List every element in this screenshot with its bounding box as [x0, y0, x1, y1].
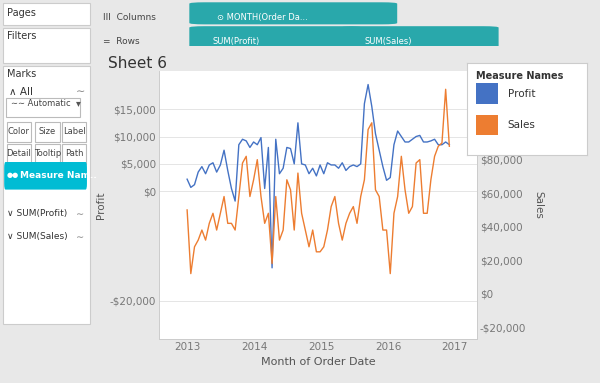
Text: Detail: Detail: [6, 149, 31, 159]
Text: ●●: ●●: [7, 172, 19, 178]
FancyBboxPatch shape: [35, 144, 59, 164]
Text: III  Columns: III Columns: [103, 13, 156, 22]
FancyBboxPatch shape: [4, 162, 87, 190]
FancyBboxPatch shape: [62, 122, 86, 142]
Text: Tooltip: Tooltip: [34, 149, 61, 159]
Text: Measure Names: Measure Names: [476, 70, 564, 80]
X-axis label: Month of Order Date: Month of Order Date: [260, 357, 376, 367]
Text: SUM(Sales): SUM(Sales): [364, 37, 412, 46]
Bar: [476, 115, 498, 135]
Text: Path: Path: [65, 149, 83, 159]
Text: Filters: Filters: [7, 31, 37, 41]
Text: Sales: Sales: [508, 120, 535, 130]
Text: SUM(Profit): SUM(Profit): [212, 37, 259, 46]
FancyBboxPatch shape: [62, 144, 86, 164]
Text: ▾: ▾: [76, 98, 81, 108]
Text: =  Rows: = Rows: [103, 37, 140, 46]
FancyBboxPatch shape: [5, 98, 80, 117]
Y-axis label: Profit: Profit: [95, 191, 106, 219]
Text: ⊙ MONTH(Order Da...: ⊙ MONTH(Order Da...: [217, 13, 308, 22]
FancyBboxPatch shape: [3, 66, 90, 324]
Text: Measure Nam..: Measure Nam..: [20, 171, 97, 180]
Text: ∼: ∼: [76, 209, 85, 219]
Text: Marks: Marks: [7, 69, 37, 79]
Text: ∼: ∼: [76, 87, 86, 97]
Text: Profit: Profit: [508, 88, 535, 98]
FancyBboxPatch shape: [7, 144, 31, 164]
Text: Color: Color: [8, 127, 29, 136]
Text: ∨ SUM(Sales): ∨ SUM(Sales): [7, 232, 68, 241]
FancyBboxPatch shape: [190, 2, 397, 25]
Bar: [476, 83, 498, 104]
Text: ∧ All: ∧ All: [10, 87, 34, 97]
FancyBboxPatch shape: [3, 28, 90, 63]
Y-axis label: Sales: Sales: [533, 191, 543, 219]
Text: ∼: ∼: [76, 232, 85, 242]
Text: ∨ SUM(Profit): ∨ SUM(Profit): [7, 209, 68, 218]
Text: Size: Size: [39, 127, 56, 136]
FancyBboxPatch shape: [190, 26, 362, 47]
FancyBboxPatch shape: [3, 3, 90, 25]
Text: ∼∼ Automatic: ∼∼ Automatic: [11, 99, 71, 108]
Text: Label: Label: [63, 127, 86, 136]
Text: Pages: Pages: [7, 8, 37, 18]
FancyBboxPatch shape: [35, 122, 59, 142]
FancyBboxPatch shape: [341, 26, 499, 47]
Text: Sheet 6: Sheet 6: [108, 56, 167, 71]
FancyBboxPatch shape: [7, 122, 31, 142]
